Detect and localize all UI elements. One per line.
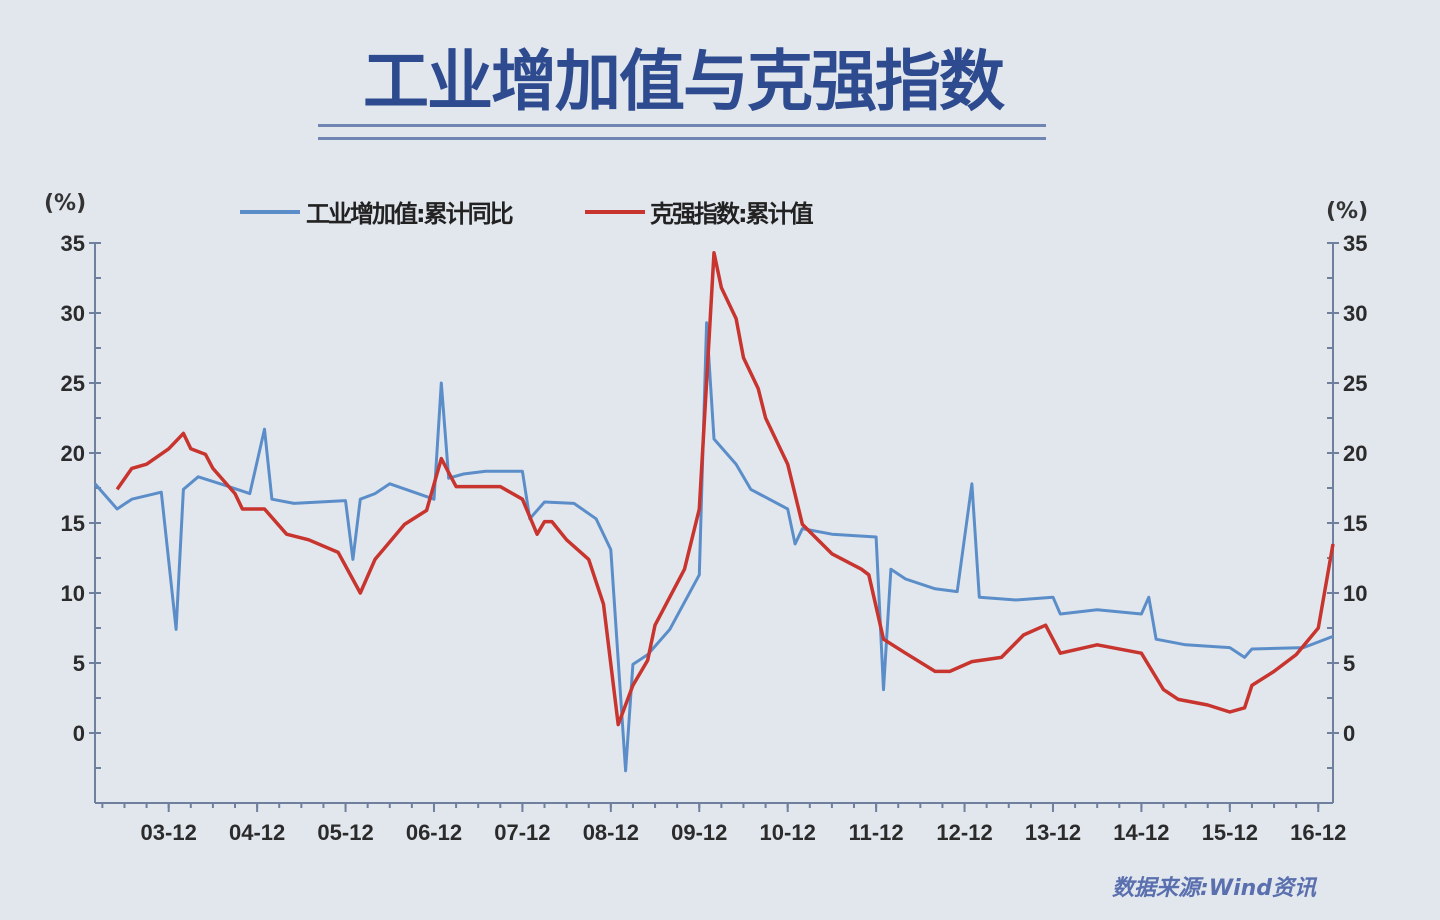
x-tick-label: 14-12 xyxy=(1113,820,1169,845)
y-tick-label-right: 5 xyxy=(1343,651,1355,676)
y-tick-label-left: 5 xyxy=(73,651,85,676)
y-tick-label-right: 25 xyxy=(1343,371,1367,396)
y-tick-label-left: 15 xyxy=(61,511,85,536)
y-tick-label-left: 20 xyxy=(61,441,85,466)
y-tick-label-left: 25 xyxy=(61,371,85,396)
x-tick-label: 07-12 xyxy=(494,820,550,845)
y-tick-label-right: 15 xyxy=(1343,511,1367,536)
x-tick-label: 08-12 xyxy=(583,820,639,845)
y-tick-label-right: 10 xyxy=(1343,581,1367,606)
x-tick-label: 03-12 xyxy=(141,820,197,845)
y-tick-label-left: 0 xyxy=(73,721,85,746)
x-tick-label: 12-12 xyxy=(936,820,992,845)
y-tick-label-left: 35 xyxy=(61,231,85,256)
y-tick-label-left: 30 xyxy=(61,301,85,326)
x-tick-label: 04-12 xyxy=(229,820,285,845)
x-tick-label: 16-12 xyxy=(1290,820,1346,845)
data-source: 数据来源:Wind资讯 xyxy=(1112,876,1317,901)
x-tick-label: 05-12 xyxy=(317,820,373,845)
x-tick-label: 10-12 xyxy=(760,820,816,845)
left-axis-unit: (%) xyxy=(44,191,86,216)
x-tick-label: 13-12 xyxy=(1025,820,1081,845)
y-tick-label-right: 0 xyxy=(1343,721,1355,746)
title-underline-2 xyxy=(318,137,1046,140)
y-tick-label-right: 30 xyxy=(1343,301,1367,326)
series-line-industrial xyxy=(93,321,1334,773)
x-tick-label: 09-12 xyxy=(671,820,727,845)
y-tick-label-left: 10 xyxy=(61,581,85,606)
page-title: 工业增加值与克强指数 xyxy=(363,43,1005,120)
x-tick-label: 06-12 xyxy=(406,820,462,845)
x-tick-label: 11-12 xyxy=(849,820,904,845)
legend-label-industrial: 工业增加值:累计同比 xyxy=(306,200,514,228)
legend: 工业增加值:累计同比 克强指数:累计值 xyxy=(240,200,816,228)
legend-label-keqiang: 克强指数:累计值 xyxy=(650,200,814,228)
right-axis-unit: (%) xyxy=(1326,199,1368,224)
y-tick-label-right: 20 xyxy=(1343,441,1367,466)
y-tick-label-right: 35 xyxy=(1343,231,1367,256)
x-tick-label: 15-12 xyxy=(1202,820,1258,845)
series-line-keqiang xyxy=(115,251,1335,727)
title-underline xyxy=(318,124,1046,127)
